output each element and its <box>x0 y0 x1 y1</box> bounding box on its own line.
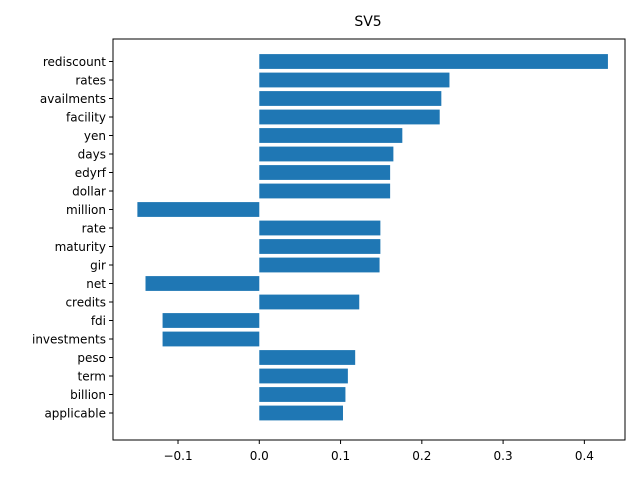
bar-net <box>145 276 260 291</box>
y-tick-label-rates: rates <box>75 74 106 88</box>
x-tick-label-1: 0.0 <box>250 449 269 463</box>
bar-billion <box>259 387 346 402</box>
y-tick-label-investments: investments <box>32 333 106 347</box>
x-tick-label-0: −0.1 <box>163 449 192 463</box>
bar-days <box>259 146 394 162</box>
bar-credits <box>259 294 360 310</box>
bar-million <box>137 202 260 217</box>
y-tick-label-term: term <box>78 370 107 384</box>
x-tick-label-3: 0.2 <box>412 449 431 463</box>
bar-edyrf <box>259 165 391 180</box>
x-tick-label-4: 0.3 <box>494 449 513 463</box>
bar-availments <box>259 91 442 106</box>
bar-rates <box>259 72 450 88</box>
bar-rate <box>259 220 381 236</box>
y-tick-label-applicable: applicable <box>44 407 106 421</box>
y-tick-label-peso: peso <box>77 351 106 365</box>
y-tick-label-billion: billion <box>70 388 106 402</box>
y-tick-label-rediscount: rediscount <box>43 55 106 69</box>
y-tick-label-credits: credits <box>65 296 106 310</box>
bar-term <box>259 368 348 384</box>
x-tick-label-2: 0.1 <box>331 449 350 463</box>
y-tick-label-net: net <box>86 277 106 291</box>
y-tick-label-facility: facility <box>66 111 106 125</box>
y-tick-label-yen: yen <box>84 129 106 143</box>
y-tick-label-availments: availments <box>40 92 106 106</box>
plot-frame <box>112 38 626 441</box>
bar-rediscount <box>259 54 608 69</box>
y-tick-label-maturity: maturity <box>55 240 106 254</box>
x-tick-label-5: 0.4 <box>575 449 594 463</box>
x-axis: −0.1 0.0 0.1 0.2 0.3 0.4 <box>163 440 594 463</box>
y-tick-label-gir: gir <box>90 259 106 273</box>
bar-gir <box>259 257 380 273</box>
bar-fdi <box>162 313 260 328</box>
bar-yen <box>259 128 403 143</box>
bar-investments <box>162 331 260 347</box>
y-tick-label-edyrf: edyrf <box>75 166 107 180</box>
y-tick-label-dollar: dollar <box>72 185 106 199</box>
bar-peso <box>259 350 356 365</box>
y-tick-label-days: days <box>78 148 106 162</box>
bar-maturity <box>259 239 381 254</box>
bar-facility <box>259 109 440 125</box>
y-tick-label-million: million <box>66 203 106 217</box>
chart-title: SV5 <box>354 14 381 30</box>
bars-group <box>137 54 608 421</box>
y-tick-label-fdi: fdi <box>91 314 106 328</box>
bar-applicable <box>259 405 343 421</box>
y-tick-label-rate: rate <box>82 222 106 236</box>
bar-dollar <box>259 183 391 199</box>
y-axis: rediscount rates availments facility yen days… <box>32 55 113 421</box>
